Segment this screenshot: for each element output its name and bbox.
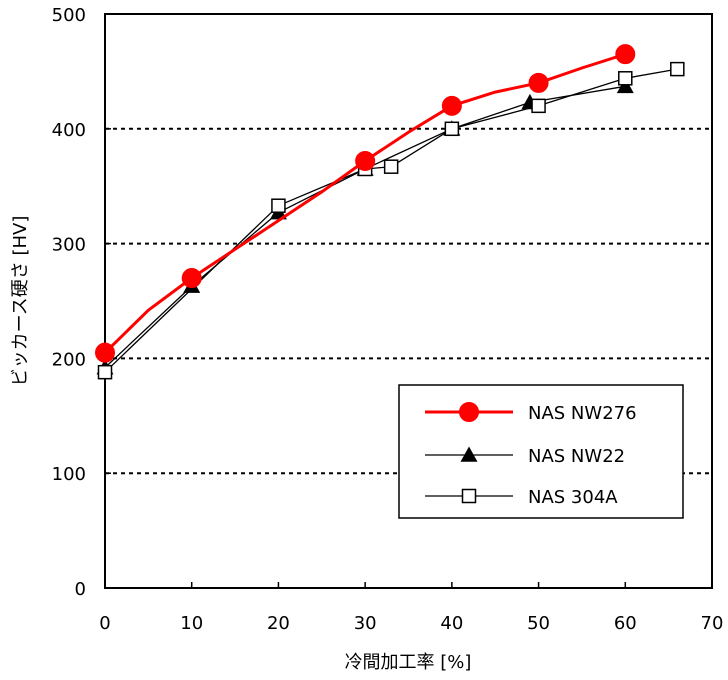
data-point (271, 198, 286, 213)
y-tick-label: 100 (52, 464, 86, 485)
data-point (528, 72, 549, 93)
x-tick-label: 20 (267, 613, 290, 634)
series-nas-nw276 (95, 44, 636, 363)
x-tick-label: 70 (701, 613, 724, 634)
x-tick-label: 0 (99, 613, 110, 634)
data-point (670, 61, 685, 77)
series-layer (95, 44, 685, 380)
data-point (181, 268, 202, 289)
y-axis-label: ビッカース硬さ [HV] (10, 216, 31, 387)
legend-marker (461, 488, 477, 504)
y-tick-label: 200 (52, 349, 86, 370)
data-point (97, 364, 113, 380)
y-tick-label: 300 (52, 235, 86, 256)
y-tick-label: 500 (52, 5, 86, 26)
legend-label: NAS NW276 (528, 403, 637, 424)
data-point (444, 121, 460, 137)
data-point (95, 342, 115, 363)
series-nas-nw22 (96, 77, 634, 375)
legend: NAS NW276 NAS NW22 NAS 304A (398, 384, 684, 519)
y-tick-label: 400 (52, 120, 86, 141)
y-tick-label: 0 (75, 579, 86, 600)
x-tick-label: 50 (527, 613, 550, 634)
legend-marker (459, 402, 479, 422)
legend-label: NAS 304A (528, 487, 618, 508)
legend-label: NAS NW22 (528, 446, 625, 467)
x-tick-label: 60 (614, 613, 637, 634)
x-tick-label: 30 (354, 613, 377, 634)
data-point (618, 71, 633, 86)
y-axis-ticks: 0 100 200 300 400 500 (52, 5, 111, 600)
x-tick-label: 40 (440, 613, 463, 634)
legend-marker (460, 446, 478, 462)
data-point (383, 159, 399, 174)
data-point (531, 98, 546, 114)
data-point (441, 95, 462, 116)
x-tick-label: 10 (180, 613, 203, 634)
plot-frame (104, 13, 713, 589)
x-axis-ticks: 0 10 20 30 40 50 60 70 (99, 582, 723, 634)
data-point (615, 44, 636, 65)
series-nas-304a (97, 61, 685, 380)
series-line (104, 68, 678, 373)
x-axis-label: 冷間加工率 [%] (345, 652, 472, 673)
data-point (355, 150, 376, 171)
